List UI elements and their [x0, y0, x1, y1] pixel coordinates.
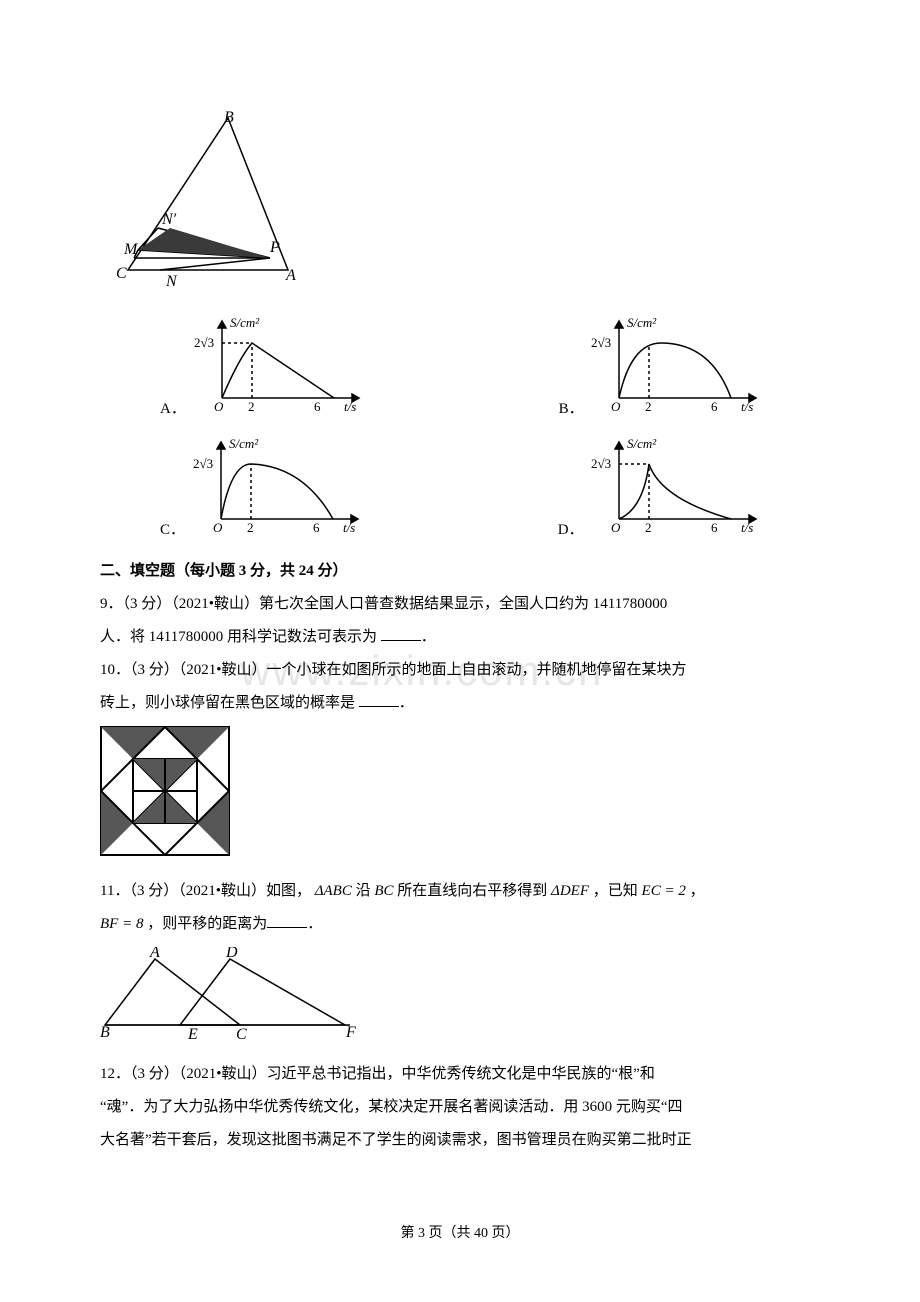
graph-d: S/cm² t/s 2√3 O 2 6 — [591, 434, 766, 534]
xtick6-c: 6 — [313, 520, 320, 534]
footer-d: 40 — [474, 1226, 488, 1241]
q11-bc: BC — [374, 883, 393, 899]
xtick6-b: 6 — [711, 399, 718, 413]
axis-y-d: S/cm² — [627, 436, 657, 451]
option-b-label: B． — [559, 401, 584, 417]
q9-line1: 9．（3 分）（2021•鞍山）第七次全国人口普查数据结果显示，全国人口约为 1… — [100, 596, 667, 612]
graph-a: S/cm² t/s 2√3 O 2 6 — [194, 313, 369, 413]
ytick-a: 2√3 — [194, 335, 214, 350]
axis-y-c: S/cm² — [229, 436, 259, 451]
ytick-d: 2√3 — [591, 456, 611, 471]
label-M: M — [123, 241, 139, 258]
axis-x-d: t/s — [741, 520, 753, 534]
origin-b: O — [611, 399, 621, 413]
label-F: F — [345, 1024, 356, 1039]
q9: 9．（3 分）（2021•鞍山）第七次全国人口普查数据结果显示，全国人口约为 1… — [100, 588, 820, 654]
xtick2-c: 2 — [247, 520, 254, 534]
axis-x-c: t/s — [343, 520, 355, 534]
triangle-bnp-figure: B N′ M C N P A — [110, 110, 310, 290]
ytick-c: 2√3 — [193, 456, 213, 471]
q11-bf: BF = 8 — [100, 916, 143, 932]
q11-mid2: 所在直线向右平移得到 — [394, 883, 552, 899]
option-d-wrap: D． S/cm² t/s 2√3 O 2 6 — [558, 434, 767, 547]
q12-l1: 12．（3 分）（2021•鞍山）习近平总书记指出，中华优秀传统文化是中华民族的… — [100, 1066, 655, 1082]
label-E: E — [187, 1026, 198, 1039]
q10-tail: ． — [399, 695, 414, 711]
xtick2-a: 2 — [248, 399, 255, 413]
axis-y-a: S/cm² — [230, 315, 260, 330]
q12: 12．（3 分）（2021•鞍山）习近平总书记指出，中华优秀传统文化是中华民族的… — [100, 1058, 820, 1157]
q9-tail: ． — [421, 629, 436, 645]
q11-pre: 11．（3 分）（2021•鞍山）如图， — [100, 883, 315, 899]
q11-abc: ΔABC — [315, 883, 352, 899]
option-a-label: A． — [160, 401, 186, 417]
q9-line2a: 人．将 1411780000 用科学记数法可表示为 — [100, 629, 381, 645]
option-b-wrap: B． S/cm² t/s 2√3 O 2 6 — [559, 313, 767, 426]
label-A2: A — [149, 947, 160, 961]
q11-mid4: ，则平移的距离为 — [143, 916, 267, 932]
q10-blank — [359, 692, 399, 707]
graph-row-2: C． S/cm² t/s 2√3 O 2 6 D． — [100, 434, 820, 547]
q10-line1: 10．（3 分）（2021•鞍山）一个小球在如图所示的地面上自由滚动，并随机地停… — [100, 662, 687, 678]
footer-e: 页） — [488, 1226, 520, 1241]
tile-figure — [100, 726, 230, 856]
q9-blank — [381, 626, 421, 641]
xtick2-b: 2 — [645, 399, 652, 413]
q10: 10．（3 分）（2021•鞍山）一个小球在如图所示的地面上自由滚动，并随机地停… — [100, 654, 820, 720]
page-content: B N′ M C N P A A． S/cm² t/s 2√3 — [100, 110, 820, 1157]
label-B2: B — [100, 1024, 110, 1039]
q10-line2a: 砖上，则小球停留在黑色区域的概率是 — [100, 695, 359, 711]
q11-def: ΔDEF — [551, 883, 589, 899]
label-A: A — [285, 267, 296, 284]
origin-a: O — [214, 399, 224, 413]
option-a-wrap: A． S/cm² t/s 2√3 O 2 6 — [160, 313, 369, 426]
label-D: D — [225, 947, 238, 961]
q11-ec: EC = 2 — [642, 883, 686, 899]
q11-mid1: 沿 — [352, 883, 375, 899]
q11-mid3: ，已知 — [589, 883, 642, 899]
q11-c1: ， — [686, 883, 705, 899]
origin-d: O — [611, 520, 621, 534]
axis-x-a: t/s — [344, 399, 356, 413]
q12-l3: 大名著”若干套后，发现这批图书满足不了学生的阅读需求，图书管理员在购买第二批时正 — [100, 1132, 692, 1148]
label-N: N — [165, 273, 178, 290]
option-d-label: D． — [558, 522, 584, 538]
q11-tail: ． — [307, 916, 322, 932]
xtick6-a: 6 — [314, 399, 321, 413]
option-c-wrap: C． S/cm² t/s 2√3 O 2 6 — [160, 434, 368, 547]
graph-c: S/cm² t/s 2√3 O 2 6 — [193, 434, 368, 534]
graph-b: S/cm² t/s 2√3 O 2 6 — [591, 313, 766, 413]
shift-triangle-figure: A D B E C F — [100, 947, 360, 1039]
option-c-label: C． — [160, 522, 185, 538]
label-Nprime: N′ — [161, 211, 177, 228]
section-2-heading: 二、填空题（每小题 3 分，共 24 分） — [100, 555, 820, 588]
q12-l2: “魂”．为了大力弘扬中华优秀传统文化，某校决定开展名著阅读活动．用 3600 元… — [100, 1099, 682, 1115]
footer-a: 第 — [401, 1226, 419, 1241]
xtick2-d: 2 — [645, 520, 652, 534]
origin-c: O — [213, 520, 223, 534]
q11: 11．（3 分）（2021•鞍山）如图， ΔABC 沿 BC 所在直线向右平移得… — [100, 875, 820, 941]
graph-row-1: A． S/cm² t/s 2√3 O 2 6 B． — [100, 313, 820, 426]
label-C2: C — [236, 1026, 247, 1039]
label-P: P — [269, 239, 280, 256]
footer-b: 3 — [418, 1226, 425, 1241]
axis-x-b: t/s — [741, 399, 753, 413]
axis-y-b: S/cm² — [627, 315, 657, 330]
xtick6-d: 6 — [711, 520, 718, 534]
label-B: B — [224, 110, 234, 126]
label-C: C — [116, 265, 127, 282]
q11-blank — [267, 913, 307, 928]
footer-c: 页（共 — [425, 1226, 474, 1241]
page-footer: 第 3 页（共 40 页） — [0, 1219, 920, 1250]
ytick-b: 2√3 — [591, 335, 611, 350]
